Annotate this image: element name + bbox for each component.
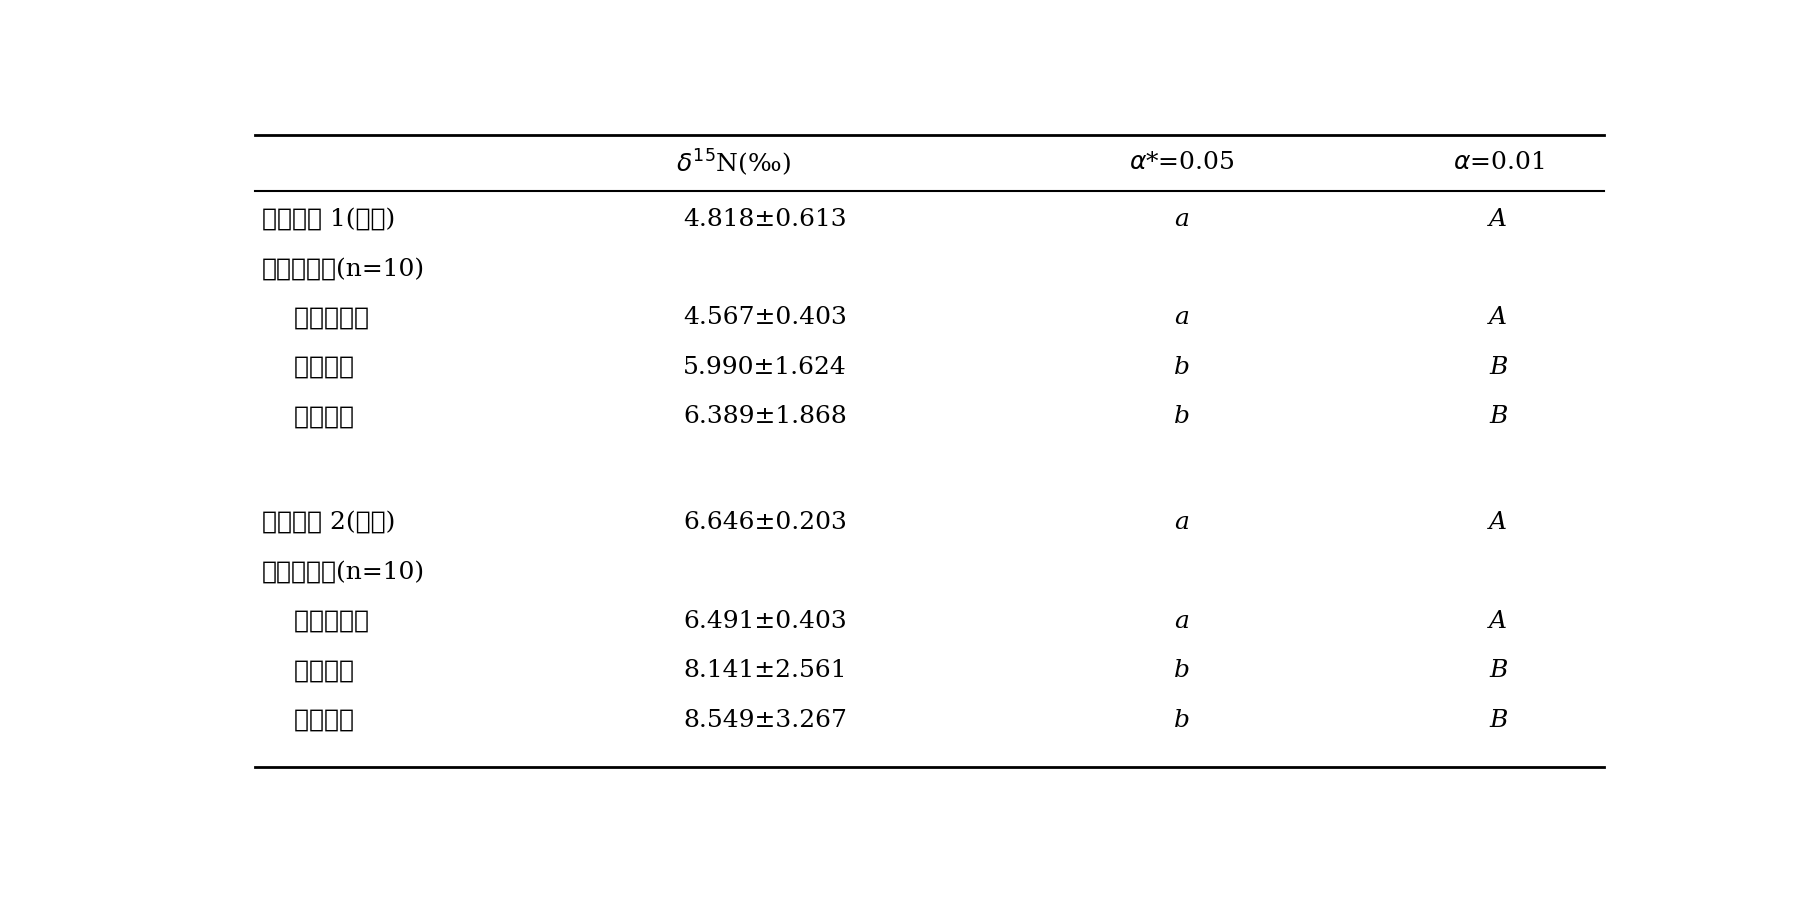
Text: A: A (1488, 511, 1507, 534)
Text: 前处理方法(n=10): 前处理方法(n=10) (261, 257, 424, 280)
Text: B: B (1488, 708, 1507, 732)
Text: a: a (1175, 610, 1189, 633)
Text: 8.549±3.267: 8.549±3.267 (684, 708, 847, 732)
Text: B: B (1488, 405, 1507, 429)
Text: $\delta^{15}$N(‰): $\delta^{15}$N(‰) (676, 147, 790, 179)
Text: b: b (1175, 355, 1189, 379)
Text: 参考样品 1(赋值): 参考样品 1(赋值) (261, 208, 395, 231)
Text: a: a (1175, 307, 1189, 330)
Text: b: b (1175, 660, 1189, 682)
Text: B: B (1488, 660, 1507, 682)
Text: 本发明方法: 本发明方法 (261, 307, 368, 330)
Text: $\alpha$*=0.05: $\alpha$*=0.05 (1129, 151, 1235, 174)
Text: b: b (1175, 405, 1189, 429)
Text: 4.567±0.403: 4.567±0.403 (684, 307, 847, 330)
Text: 6.646±0.203: 6.646±0.203 (684, 511, 847, 534)
Text: a: a (1175, 511, 1189, 534)
Text: $\alpha$=0.01: $\alpha$=0.01 (1452, 151, 1545, 174)
Text: 4.818±0.613: 4.818±0.613 (684, 208, 847, 231)
Text: 5.990±1.624: 5.990±1.624 (684, 355, 847, 379)
Text: A: A (1488, 610, 1507, 633)
Text: 8.141±2.561: 8.141±2.561 (684, 660, 847, 682)
Text: 参考样品 2(赋值): 参考样品 2(赋值) (261, 511, 395, 534)
Text: 6.389±1.868: 6.389±1.868 (684, 405, 847, 429)
Text: 国标方法: 国标方法 (261, 708, 354, 732)
Text: B: B (1488, 355, 1507, 379)
Text: 文献方法: 文献方法 (261, 660, 354, 682)
Text: 前处理方法(n=10): 前处理方法(n=10) (261, 561, 424, 583)
Text: 本发明方法: 本发明方法 (261, 610, 368, 633)
Text: 国标方法: 国标方法 (261, 405, 354, 429)
Text: A: A (1488, 208, 1507, 231)
Text: 文献方法: 文献方法 (261, 355, 354, 379)
Text: 6.491±0.403: 6.491±0.403 (684, 610, 847, 633)
Text: a: a (1175, 208, 1189, 231)
Text: A: A (1488, 307, 1507, 330)
Text: b: b (1175, 708, 1189, 732)
